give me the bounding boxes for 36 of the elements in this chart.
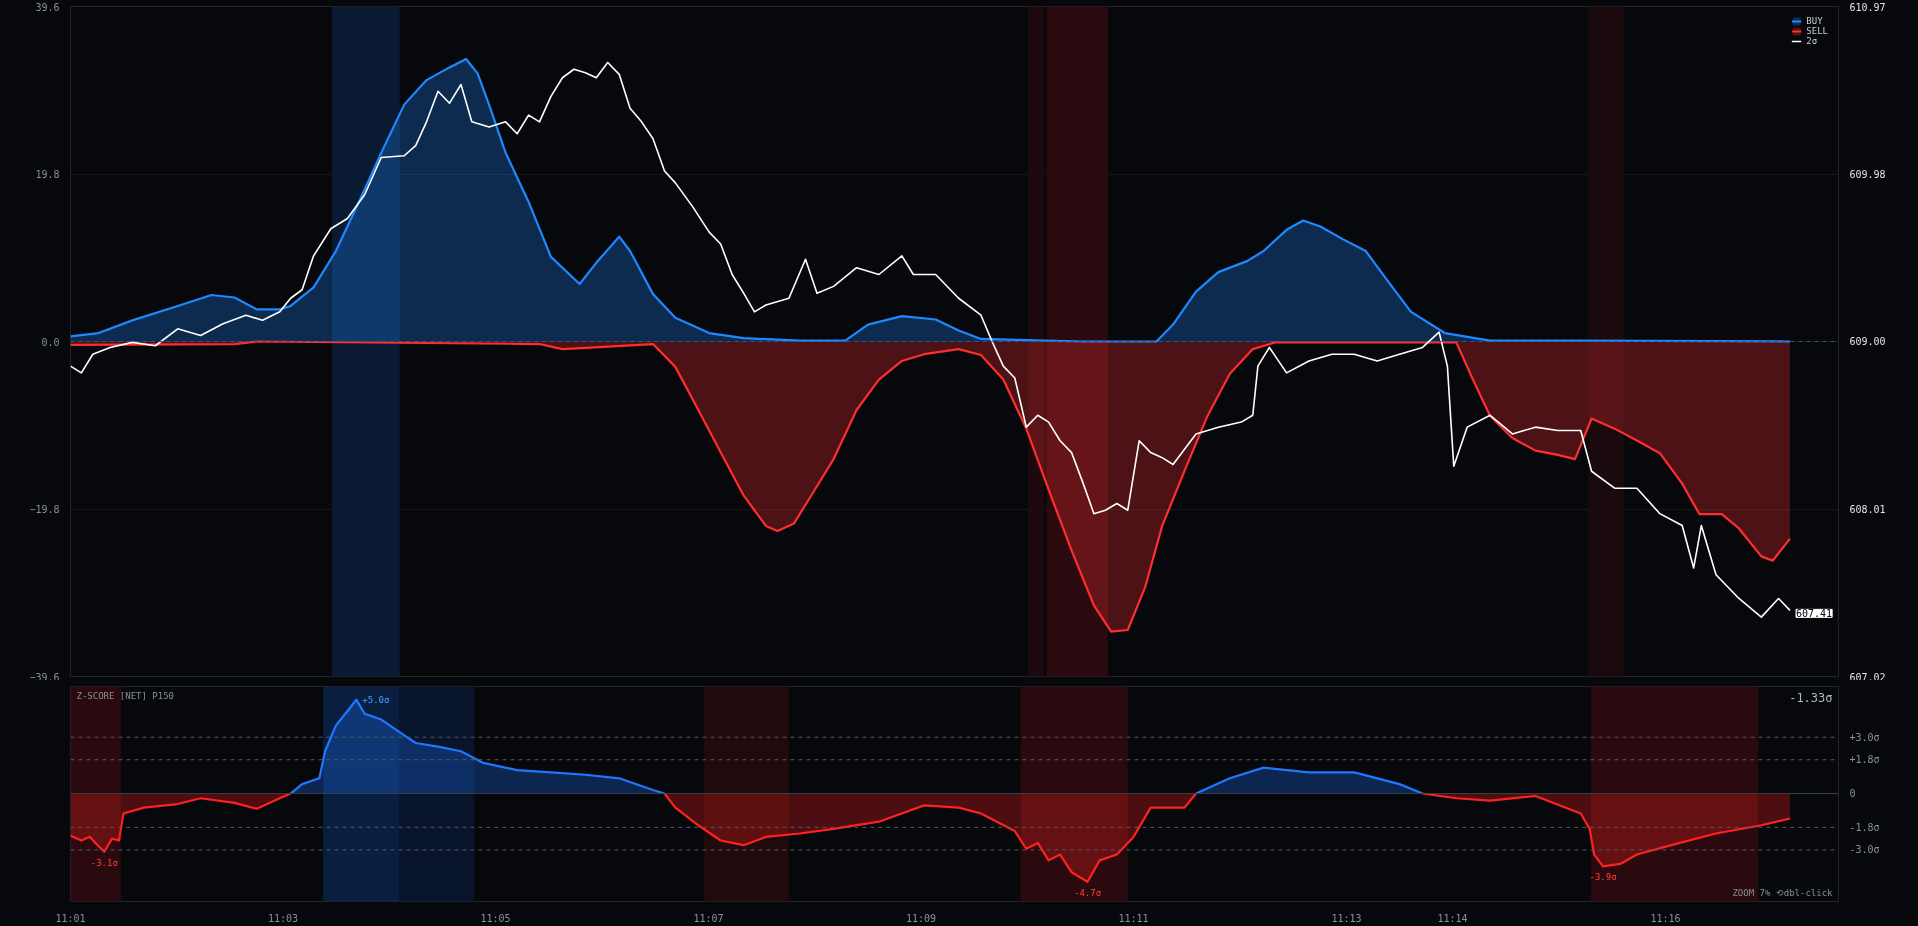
y-tick-label: 0.0 (41, 336, 60, 348)
x-tick-label: 11:16 (1650, 912, 1681, 924)
y2-tick-label: 610.97 (1849, 1, 1886, 13)
x-tick-label: 11:01 (55, 912, 86, 924)
x-tick-label: 11:05 (480, 912, 511, 924)
y2-tick-label: 609.00 (1849, 335, 1886, 347)
y2-tick-label: 607.02 (1849, 671, 1886, 683)
y2-tick-label: 609.98 (1849, 169, 1886, 181)
legend-label: SELL (1806, 26, 1828, 36)
annotation: -4.7σ (1073, 887, 1102, 898)
annotation: -3.9σ (1589, 872, 1617, 883)
y-tick-label: −39.6 (29, 671, 60, 683)
annotation: 607.41 (1796, 608, 1833, 620)
annotation: -1.33σ (1789, 690, 1833, 705)
x-tick-label: 11:14 (1437, 912, 1468, 924)
y-tick-label: 39.6 (35, 1, 60, 13)
x-tick-label: 11:07 (693, 912, 724, 924)
legend-label: BUY (1806, 16, 1824, 26)
x-tick-label: 11:13 (1331, 912, 1362, 924)
annotation: +5.0σ (362, 694, 390, 705)
x-tick-label: 11:11 (1118, 912, 1149, 924)
x-tick-label: 11:03 (267, 912, 299, 924)
y-tick-label: +1.8σ (1849, 754, 1880, 766)
y-tick-label: -1.8σ (1849, 821, 1880, 833)
annotation: -3.1σ (90, 857, 118, 868)
legend-label: 2σ (1806, 36, 1819, 46)
y-tick-label: 19.8 (35, 169, 60, 180)
y-tick-label: −19.8 (29, 504, 60, 515)
y2-tick-label: 608.01 (1849, 503, 1886, 515)
annotation: ZOOM 7% ⟲dbl-click (1732, 887, 1834, 898)
y-tick-label: +3.0σ (1849, 731, 1880, 743)
annotation: Z-SCORE [NET] P150 (76, 690, 175, 701)
line-series (70, 61, 1791, 618)
y-tick-label: 0 (1849, 788, 1856, 800)
y-tick-label: -3.0σ (1849, 844, 1880, 856)
x-tick-label: 11:09 (905, 912, 937, 924)
